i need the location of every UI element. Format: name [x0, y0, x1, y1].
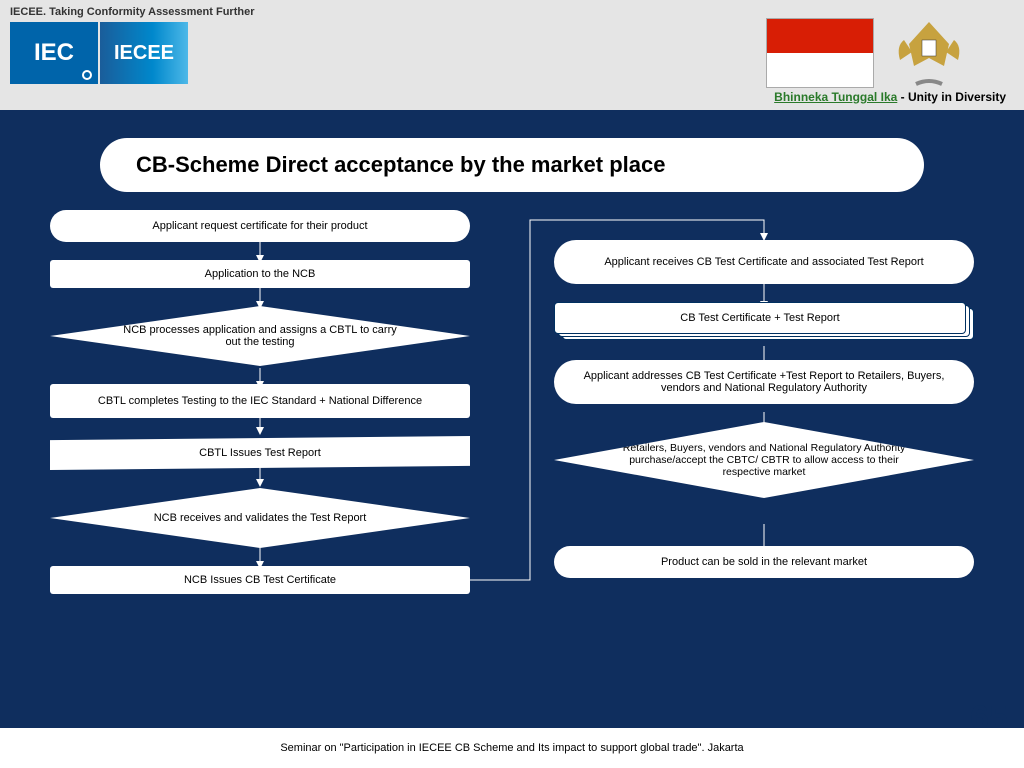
flow-node-stack: CB Test Certificate + Test Report [554, 302, 974, 340]
iec-logo-icon: IEC [10, 22, 98, 84]
flow-node: Applicant addresses CB Test Certificate … [554, 360, 974, 404]
motto: Bhinneka Tunggal Ika - Unity in Diversit… [774, 90, 1006, 104]
flow-node: Retailers, Buyers, vendors and National … [554, 422, 974, 498]
flow-node: CBTL Issues Test Report [50, 436, 470, 470]
flow-node: Application to the NCB [50, 260, 470, 288]
flow-node: CBTL completes Testing to the IEC Standa… [50, 384, 470, 418]
slide-header: IECEE. Taking Conformity Assessment Furt… [0, 0, 1024, 110]
flow-right-column: Applicant receives CB Test Certificate a… [554, 240, 974, 596]
flow-left-column: Applicant request certificate for their … [50, 210, 470, 612]
garuda-emblem-icon [894, 16, 964, 92]
flowchart: Applicant request certificate for their … [40, 210, 984, 690]
footer-text: Seminar on "Participation in IECEE CB Sc… [280, 742, 743, 754]
flow-node: NCB receives and validates the Test Repo… [50, 488, 470, 548]
flow-node: Applicant receives CB Test Certificate a… [554, 240, 974, 284]
flag-indonesia-icon [766, 18, 874, 88]
flow-node: Product can be sold in the relevant mark… [554, 546, 974, 578]
iecee-logo-icon: IECEE [100, 22, 188, 84]
flow-node: Applicant request certificate for their … [50, 210, 470, 242]
slide-title: CB-Scheme Direct acceptance by the marke… [100, 138, 924, 192]
slide-body: CB-Scheme Direct acceptance by the marke… [0, 110, 1024, 728]
flow-node: NCB Issues CB Test Certificate [50, 566, 470, 594]
slide-footer: Seminar on "Participation in IECEE CB Sc… [0, 728, 1024, 768]
tagline: IECEE. Taking Conformity Assessment Furt… [10, 6, 1014, 18]
motto-link[interactable]: Bhinneka Tunggal Ika [774, 90, 897, 104]
flow-node: NCB processes application and assigns a … [50, 306, 470, 366]
